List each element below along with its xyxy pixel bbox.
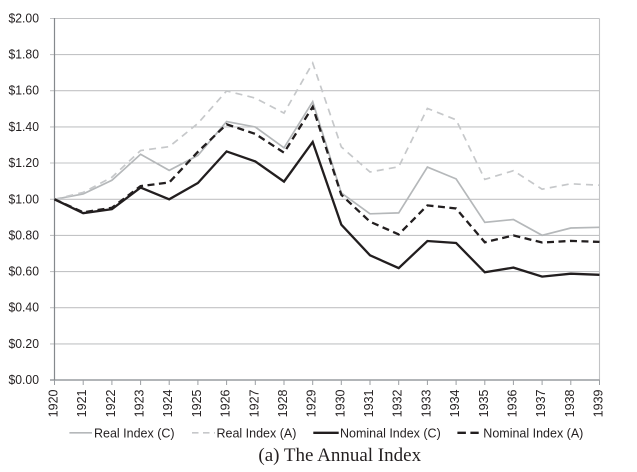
svg-text:Nominal Index (C): Nominal Index (C) [340, 426, 441, 440]
svg-text:$0.20: $0.20 [9, 336, 40, 351]
svg-text:1936: 1936 [505, 389, 519, 417]
svg-text:1931: 1931 [362, 389, 376, 417]
svg-text:Real Index (A): Real Index (A) [217, 426, 297, 440]
svg-text:(a) The Annual Index: (a) The Annual Index [258, 445, 421, 466]
svg-text:1938: 1938 [563, 389, 577, 417]
svg-text:1927: 1927 [247, 389, 261, 417]
svg-text:1933: 1933 [419, 389, 433, 417]
svg-text:$0.40: $0.40 [9, 300, 40, 315]
svg-text:1934: 1934 [448, 389, 462, 417]
svg-text:$1.80: $1.80 [9, 47, 40, 62]
svg-text:$1.20: $1.20 [9, 155, 40, 170]
svg-text:$0.00: $0.00 [9, 372, 40, 387]
svg-text:$1.60: $1.60 [9, 83, 40, 98]
svg-text:1920: 1920 [47, 389, 61, 417]
svg-text:1932: 1932 [391, 389, 405, 417]
svg-text:1922: 1922 [104, 389, 118, 417]
svg-text:$0.60: $0.60 [9, 264, 40, 279]
svg-text:1928: 1928 [276, 389, 290, 417]
svg-text:$1.40: $1.40 [9, 119, 40, 134]
svg-text:1924: 1924 [161, 389, 175, 417]
svg-text:$2.00: $2.00 [9, 11, 40, 26]
svg-text:1929: 1929 [305, 389, 319, 417]
svg-text:Real Index (C): Real Index (C) [94, 426, 175, 440]
svg-text:1921: 1921 [75, 389, 89, 417]
svg-text:1930: 1930 [333, 389, 347, 417]
svg-text:$0.80: $0.80 [9, 227, 40, 242]
svg-text:1923: 1923 [133, 389, 147, 417]
svg-text:1935: 1935 [477, 389, 491, 417]
svg-text:1925: 1925 [190, 389, 204, 417]
svg-text:$1.00: $1.00 [9, 191, 40, 206]
svg-text:1937: 1937 [534, 389, 548, 417]
svg-text:1926: 1926 [219, 389, 233, 417]
svg-text:1939: 1939 [592, 389, 606, 417]
svg-text:Nominal Index (A): Nominal Index (A) [483, 426, 583, 440]
